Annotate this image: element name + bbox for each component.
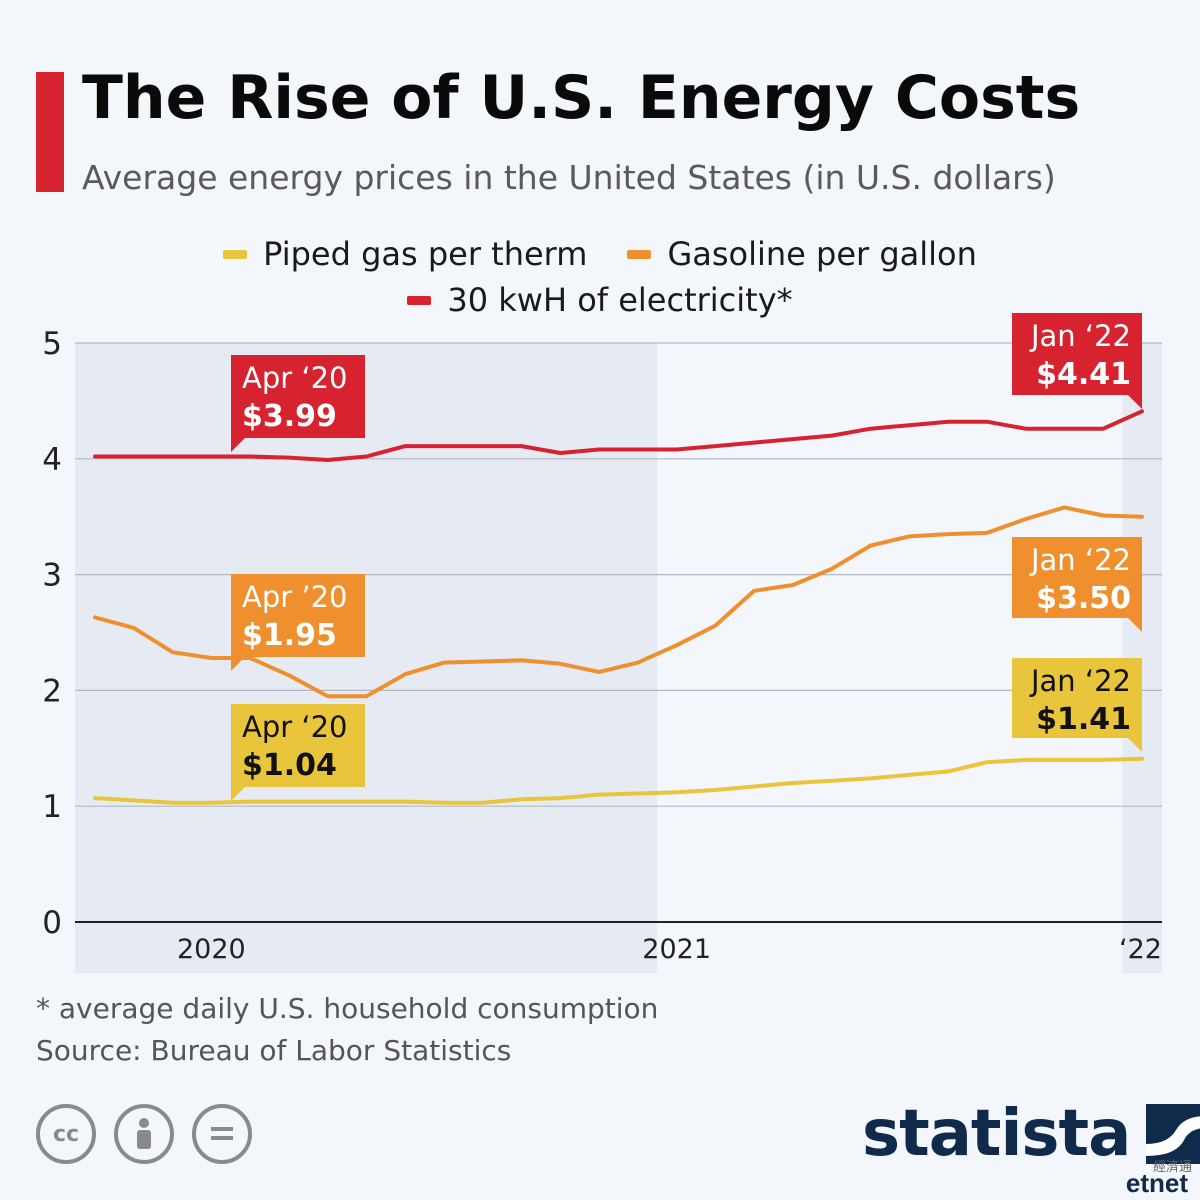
y-tick-label: 2 — [42, 673, 62, 709]
callout-date-label: Apr ’20 — [242, 580, 348, 614]
callout-pointer — [1128, 618, 1142, 632]
callout-box — [1012, 658, 1142, 738]
callout-value-label: $1.04 — [242, 748, 337, 783]
series-line-1 — [93, 505, 1144, 699]
brand-name: statista — [862, 1097, 1131, 1171]
shaded-period-0 — [75, 343, 658, 973]
callout-pointer — [231, 438, 245, 452]
chart-legend: Piped gas per therm Gasoline per gallon … — [0, 232, 1200, 324]
callout-date-label: Jan ‘22 — [1029, 664, 1131, 698]
callout-3: Jan ‘22 $3.50 — [1012, 537, 1142, 632]
x-tick-label: 2021 — [642, 934, 711, 965]
legend-label-piped-gas: Piped gas per therm — [263, 235, 588, 273]
callout-value-label: $4.41 — [1036, 357, 1131, 392]
legend-item-gasoline: Gasoline per gallon — [627, 232, 977, 276]
callout-date-label: Apr ‘20 — [242, 361, 348, 395]
x-tick-label: 2020 — [177, 934, 246, 965]
callout-0: Apr ‘20 $3.99 — [231, 355, 365, 452]
legend-swatch-electricity — [407, 295, 432, 305]
title-accent-bar — [36, 72, 64, 192]
chart-title: The Rise of U.S. Energy Costs — [82, 63, 1081, 133]
legend-label-electricity: 30 kwH of electricity* — [447, 281, 793, 319]
callout-date-label: Jan ‘22 — [1029, 543, 1131, 577]
etnet-watermark: etnet — [1125, 1168, 1188, 1198]
callout-date-label: Jan ‘22 — [1029, 319, 1131, 353]
callout-pointer — [231, 787, 245, 801]
callout-box — [1012, 313, 1142, 395]
series-line-2 — [93, 756, 1144, 805]
attribution-person-icon[interactable] — [114, 1104, 174, 1164]
callout-1: Jan ‘22 $4.41 — [1012, 313, 1142, 409]
callout-pointer — [231, 657, 245, 671]
watermark-cn-text: 經濟通 — [1152, 1160, 1192, 1175]
legend-item-piped-gas: Piped gas per therm — [223, 232, 587, 276]
y-tick-label: 5 — [42, 326, 62, 362]
callout-box — [231, 704, 365, 787]
y-tick-label: 3 — [42, 558, 62, 594]
legend-item-electricity: 30 kwH of electricity* — [407, 278, 793, 322]
callout-4: Apr ‘20 $1.04 — [231, 704, 365, 801]
callout-box — [231, 355, 365, 438]
footnote: * average daily U.S. household consumpti… — [36, 992, 659, 1025]
callout-value-label: $3.50 — [1036, 581, 1131, 616]
callout-2: Apr ’20 $1.95 — [231, 574, 365, 671]
legend-swatch-gasoline — [627, 249, 652, 259]
creative-commons-icon[interactable]: cc — [36, 1104, 96, 1164]
statista-mark-icon — [1146, 1104, 1200, 1164]
callout-value-label: $3.99 — [242, 399, 337, 434]
legend-swatch-piped-gas — [223, 249, 248, 259]
callout-box — [231, 574, 365, 657]
x-tick-label: ‘22 — [1119, 934, 1162, 965]
callout-value-label: $1.41 — [1036, 702, 1131, 737]
source-note: Source: Bureau of Labor Statistics — [36, 1034, 512, 1067]
callout-date-label: Apr ‘20 — [242, 710, 348, 744]
series-line-0 — [93, 409, 1144, 462]
statista-logo[interactable]: statista — [862, 1098, 1200, 1170]
chart-subtitle: Average energy prices in the United Stat… — [82, 158, 1056, 197]
license-icons: cc — [36, 1104, 252, 1164]
callout-pointer — [1128, 738, 1142, 752]
no-derivatives-icon[interactable] — [192, 1104, 252, 1164]
y-tick-label: 4 — [42, 442, 62, 478]
y-tick-label: 1 — [42, 789, 62, 825]
callout-box — [1012, 537, 1142, 618]
y-tick-label: 0 — [42, 905, 62, 941]
callout-value-label: $1.95 — [242, 618, 337, 653]
callout-pointer — [1128, 395, 1142, 409]
callout-5: Jan ‘22 $1.41 — [1012, 658, 1142, 752]
legend-label-gasoline: Gasoline per gallon — [667, 235, 977, 273]
